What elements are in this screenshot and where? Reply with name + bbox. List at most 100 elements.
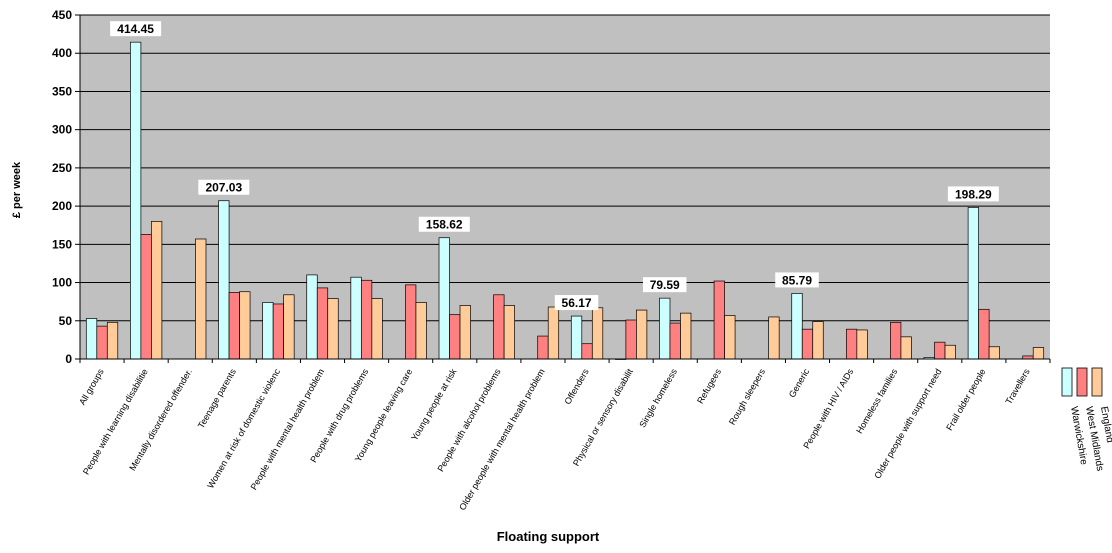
legend-swatch (1091, 367, 1103, 397)
bar-england (547, 306, 560, 360)
y-tick-labels: 0 50 100 150 200 250 300 350 400 450 (52, 8, 72, 366)
x-tick-label: Generic (787, 367, 812, 400)
bar-west-midlands (228, 292, 240, 360)
y-tick-label: 450 (52, 8, 72, 22)
x-tick-label: Offenders (562, 367, 591, 407)
bar-west-midlands (140, 234, 152, 360)
y-tick-label: 300 (52, 123, 72, 137)
bar-west-midlands (316, 287, 329, 360)
bar-england (900, 336, 912, 360)
bar-england (724, 315, 736, 360)
bar-warwickshire (350, 276, 362, 360)
data-label: 198.29 (955, 187, 992, 201)
bar-england (768, 316, 780, 360)
data-label: 158.62 (426, 218, 463, 232)
bar-england (680, 312, 692, 360)
bar-england (503, 305, 515, 360)
bar-england (195, 238, 207, 360)
y-tick-label: 100 (52, 276, 72, 290)
bar-west-midlands (845, 328, 858, 360)
x-tick-label: Refugees (695, 367, 723, 406)
data-label: 85.79 (782, 273, 812, 287)
bar-warwickshire (262, 302, 274, 360)
data-label: 207.03 (205, 181, 242, 195)
data-label-box (110, 21, 162, 37)
data-label-box (418, 216, 470, 232)
x-tick-label: Young people at risk (409, 367, 459, 443)
bar-england (636, 309, 648, 360)
bar-west-midlands (890, 321, 902, 360)
x-tick-label: Travellers (1003, 367, 1031, 406)
bar-west-midlands (449, 314, 461, 360)
bar-west-midlands (493, 294, 505, 360)
y-axis-title: £ per week (11, 161, 23, 218)
bar-england (856, 329, 868, 360)
bar-warwickshire (791, 293, 803, 360)
data-label-box (554, 295, 599, 311)
bar-england (812, 321, 824, 360)
y-tick-label: 400 (52, 46, 72, 60)
bar-england (151, 221, 163, 360)
bar-warwickshire (130, 41, 142, 360)
bar-england (591, 307, 604, 360)
bar-england (283, 294, 295, 360)
y-tick-label: 150 (52, 237, 72, 251)
x-tick-label: Single homeless (637, 367, 679, 430)
x-tick-label: Frail older people (944, 367, 987, 432)
bar-west-midlands (978, 308, 990, 360)
bar-warwickshire (438, 237, 450, 360)
bar-england (371, 298, 383, 360)
data-label-box (775, 272, 819, 288)
legend-swatch (1076, 367, 1088, 397)
y-tick-label: 0 (65, 352, 72, 366)
gridlines (75, 14, 1050, 360)
x-tick-label: Older people with mental health problem (457, 367, 546, 512)
x-tick-label: Teenage parents (196, 367, 238, 431)
bar-west-midlands (934, 341, 946, 360)
bar-warwickshire (570, 315, 583, 360)
bar-west-midlands (801, 328, 814, 360)
bar-west-midlands (360, 279, 373, 360)
bar-west-midlands (96, 325, 108, 360)
bar-warwickshire (306, 274, 318, 360)
data-label: 56.17 (562, 296, 592, 310)
data-label-box (198, 179, 250, 195)
x-tick-label: Rough sleepers (727, 367, 767, 427)
x-tick-label: People with mental health problem (249, 367, 327, 492)
bar-west-midlands (272, 303, 285, 360)
y-tick-label: 250 (52, 161, 72, 175)
bar-england (944, 344, 956, 360)
bars (85, 41, 1045, 360)
y-tick-label: 50 (59, 314, 73, 328)
bar-west-midlands (537, 335, 549, 360)
bar-west-midlands (669, 322, 681, 360)
y-tick-label: 350 (52, 84, 72, 98)
bar-england (327, 298, 339, 360)
bar-west-midlands (405, 284, 417, 360)
bar-west-midlands (581, 343, 593, 360)
bar-warwickshire (218, 200, 230, 360)
x-tick-label: Homeless families (854, 367, 899, 436)
x-tick-label: People with HIV / AIDs (801, 367, 855, 451)
x-tick-label: Women at risk of domestic violenc (205, 367, 282, 491)
data-label: 79.59 (650, 278, 680, 292)
bar-warwickshire (85, 318, 98, 360)
x-axis-title: Floating support (497, 529, 600, 544)
bar-west-midlands (625, 319, 637, 360)
bar-england (459, 305, 471, 360)
bar-england (988, 346, 1000, 360)
x-tick-label: All groups (77, 367, 106, 407)
data-label: 414.45 (117, 22, 154, 36)
axes (79, 15, 1051, 363)
data-label-box (642, 277, 687, 293)
y-tick-label: 200 (52, 199, 72, 213)
bar-england (106, 321, 119, 360)
bar-england (239, 291, 251, 360)
bar-west-midlands (713, 280, 725, 360)
data-label-box (947, 186, 999, 202)
bar-warwickshire (967, 207, 979, 360)
data-labels: 414.45 207.03 158.62 56.17 79.59 85.79 198.29 (110, 21, 999, 311)
